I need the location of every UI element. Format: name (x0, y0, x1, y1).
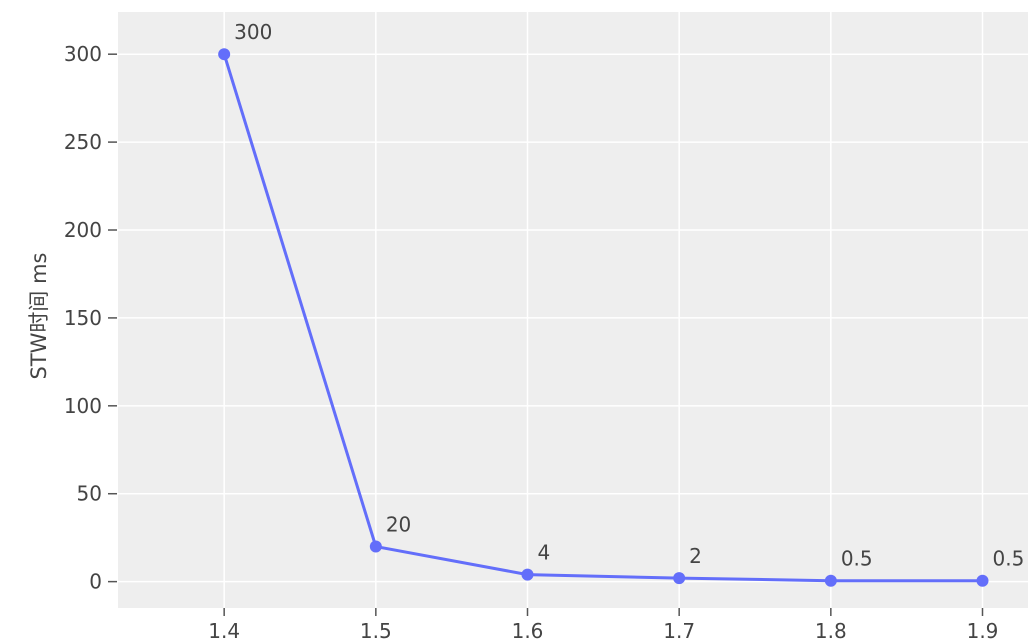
data-label: 0.5 (993, 547, 1025, 571)
y-tick-label: 0 (89, 570, 102, 594)
y-tick-label: 200 (64, 218, 102, 242)
x-tick-label: 1.9 (967, 619, 999, 639)
data-point (369, 540, 382, 553)
plot-background (118, 12, 1028, 608)
data-label: 2 (689, 544, 702, 568)
y-tick-label: 50 (77, 482, 102, 506)
data-point (976, 574, 989, 587)
data-label-layer: 300 20 4 2 0.5 0.5 (234, 20, 1024, 571)
data-label: 4 (538, 541, 551, 565)
y-tick-label: 300 (64, 42, 102, 66)
y-axis-title: STW时间 ms (27, 253, 51, 380)
data-label: 300 (234, 20, 272, 44)
y-tick-label: 150 (64, 306, 102, 330)
x-tick-label: 1.8 (815, 619, 847, 639)
series-line-layer (218, 48, 989, 587)
x-tick-label: 1.7 (663, 619, 695, 639)
data-point (521, 568, 534, 581)
x-tick-label: 1.4 (208, 619, 240, 639)
y-tick-label: 250 (64, 130, 102, 154)
grid-lines (118, 12, 1028, 608)
y-tick-label: 100 (64, 394, 102, 418)
data-label: 20 (386, 512, 411, 536)
data-point (218, 48, 231, 61)
x-tick-label: 1.5 (360, 619, 392, 639)
data-label: 0.5 (841, 547, 873, 571)
axes: 0 50 100 150 200 250 300 1.4 1.5 1.6 1.7 1.8 1.9 (64, 42, 999, 639)
x-tick-label: 1.6 (512, 619, 544, 639)
series-line (222, 53, 983, 583)
data-point (824, 574, 837, 587)
data-point (673, 572, 686, 585)
